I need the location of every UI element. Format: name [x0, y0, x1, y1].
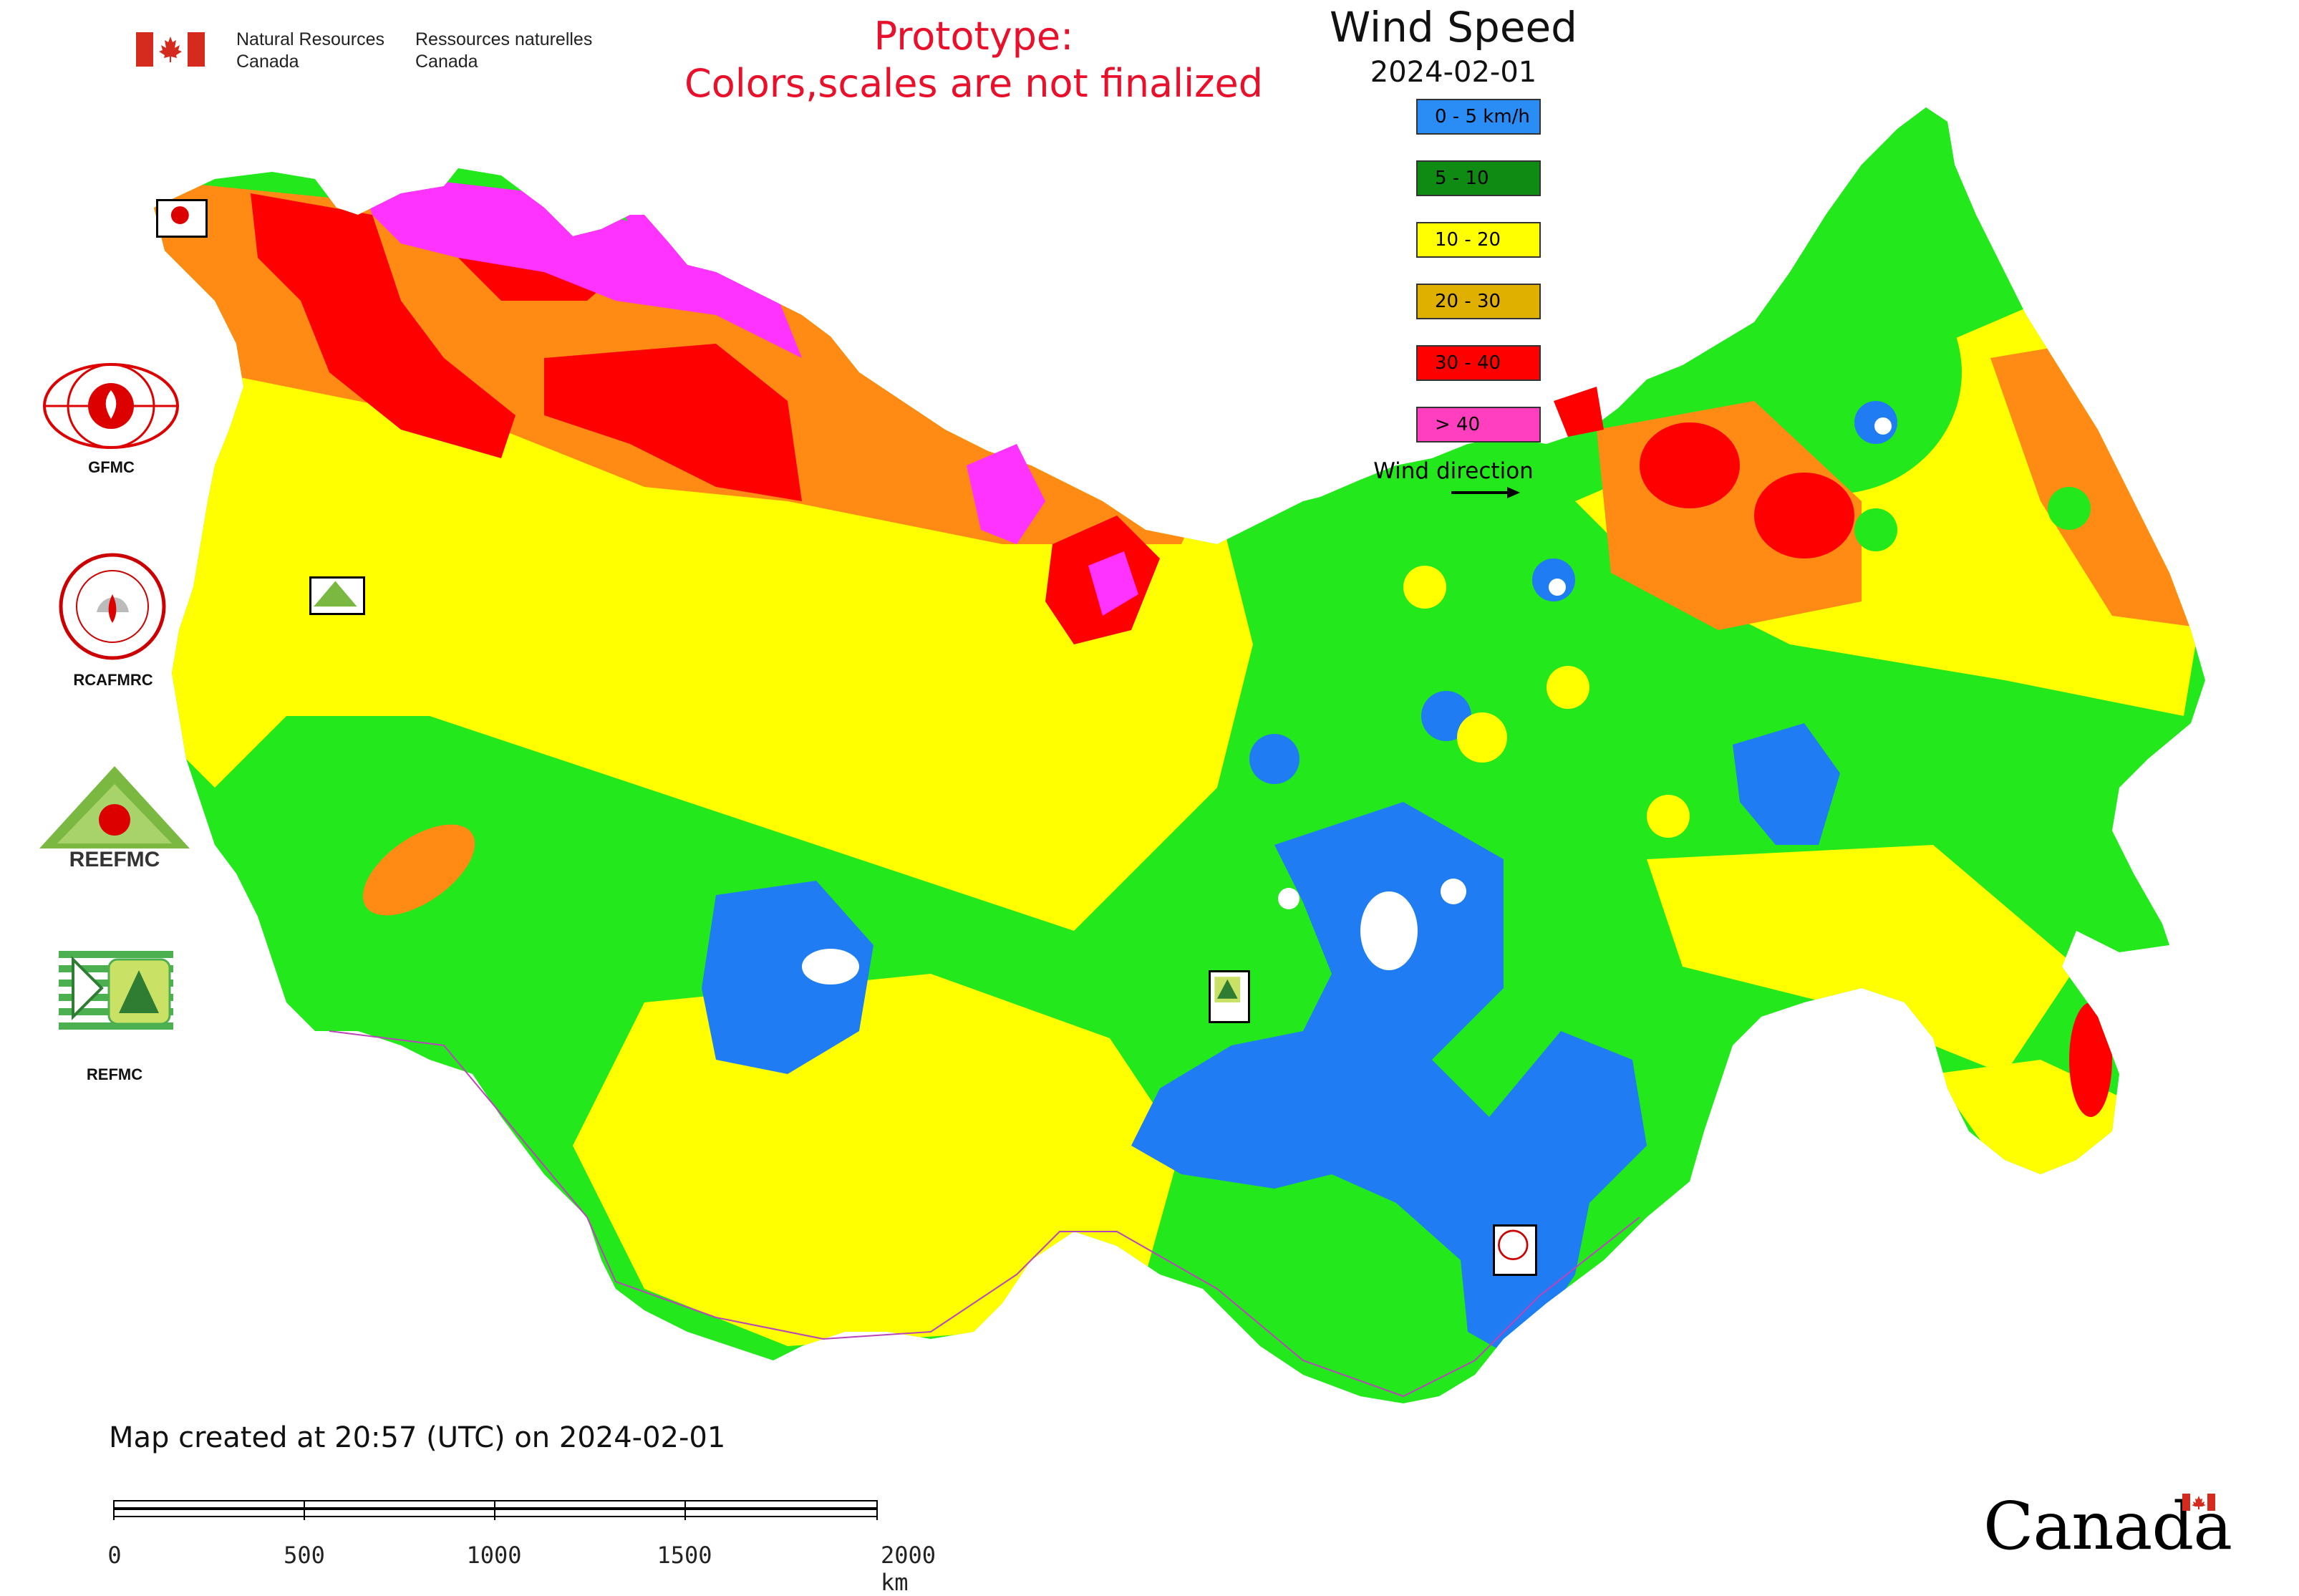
legend-class-2: 10 - 20: [1416, 222, 1541, 258]
scale-label-1500: 1500: [657, 1542, 712, 1569]
wind-direction-arrow-icon: [1451, 487, 1520, 498]
reefmc-logo-icon: REEFMC: [39, 766, 190, 871]
map-created-timestamp: Map created at 20:57 (UTC) on 2024-02-01: [109, 1421, 726, 1454]
department-name-en: Natural Resources Canada: [236, 29, 385, 72]
legend-class-5: > 40: [1416, 407, 1541, 442]
canada-wordmark: Canada: [1983, 1488, 2232, 1564]
svg-text:REEFMC: REEFMC: [69, 848, 160, 870]
nrcan-signature: Natural Resources Canada Ressources natur…: [132, 29, 619, 79]
arctic-islands: [967, 387, 1604, 644]
scale-label-2000: 2000 km: [881, 1542, 936, 1596]
legend-class-1: 5 - 10: [1416, 160, 1541, 196]
rcafmrc-label: RCAFMRC: [73, 671, 153, 689]
scale-label-0: 0: [107, 1542, 122, 1569]
legend-class-4: 30 - 40: [1416, 345, 1541, 381]
wind-direction-label: Wind direction: [1373, 458, 1534, 484]
gfmc-label: GFMC: [88, 458, 135, 476]
prototype-notice: Prototype: Colors,scales are not finaliz…: [684, 14, 1263, 106]
gfmc-logo-icon: [42, 362, 181, 455]
refmc-marker-icon: [1209, 970, 1250, 1023]
legend: Wind Speed 2024-02-01 0 - 5 km/h 5 - 10 …: [1303, 0, 1604, 501]
legend-title: Wind Speed: [1329, 3, 1578, 52]
scale-bar: 0 500 1000 1500 2000 km: [107, 1500, 967, 1596]
legend-class-0: 0 - 5 km/h: [1416, 99, 1541, 135]
gfmc-marker-icon: [156, 199, 208, 238]
reefmc-marker-icon: [309, 576, 365, 615]
border-line: [329, 1030, 1640, 1398]
rcafmrc-logo-icon: [57, 551, 168, 662]
scale-label-1000: 1000: [466, 1542, 522, 1569]
legend-class-3: 20 - 30: [1416, 284, 1541, 319]
refmc-logo-icon: [59, 945, 173, 1031]
refmc-label: REFMC: [86, 1065, 143, 1083]
canada-wordmark-flag-icon: [2182, 1494, 2215, 1511]
canada-flag-icon: [136, 32, 205, 67]
legend-date: 2024-02-01: [1370, 56, 1537, 89]
rcafmrc-marker-icon: [1493, 1224, 1537, 1276]
department-name-fr: Ressources naturelles Canada: [415, 29, 593, 72]
scale-label-500: 500: [284, 1542, 325, 1569]
